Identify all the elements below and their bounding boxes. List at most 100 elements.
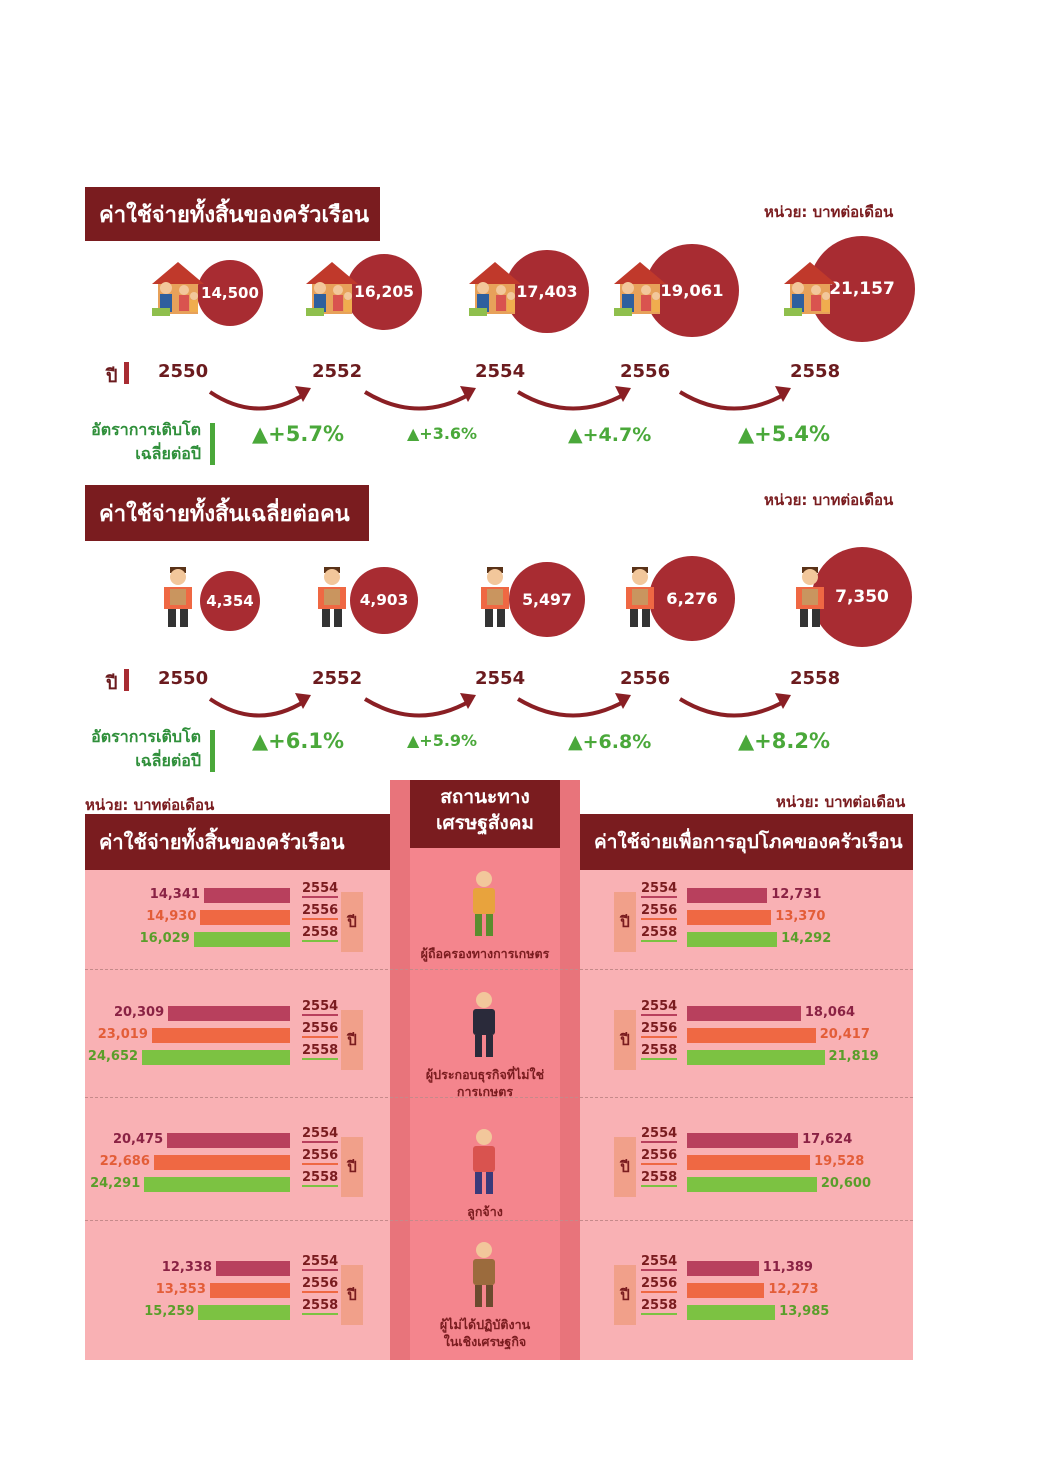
right-bar-2556 — [687, 1283, 765, 1298]
section2-value-bubble: 7,350 — [812, 547, 912, 647]
section1-growth-label-2: เฉลี่ยต่อปี — [135, 444, 201, 463]
left-bar-value: 15,259 — [144, 1304, 195, 1319]
left-bar-2554 — [203, 888, 290, 903]
section2-year-label: ปี — [106, 673, 118, 694]
section1-value-bubble: 16,205 — [345, 254, 423, 331]
left-bar-year: 2558 — [302, 1043, 339, 1060]
occupation-name-1: ผู้ถือครองทางการเกษตร — [420, 946, 550, 961]
right-year-label: ปี — [614, 1265, 636, 1325]
section1-year: 2558 — [790, 361, 841, 382]
person-groceries-icon — [481, 567, 509, 627]
employee-icon — [473, 1129, 495, 1194]
occupation-label: ลูกจ้าง — [410, 1203, 560, 1220]
left-bar-value: 12,338 — [161, 1260, 212, 1275]
right-bar-year: 2558 — [641, 1170, 678, 1187]
center-title-line1: สถานะทาง — [440, 786, 530, 808]
left-bar-year: 2554 — [302, 1254, 339, 1271]
left-bar-year: 2556 — [302, 1276, 339, 1293]
right-bar-value: 20,417 — [819, 1027, 870, 1042]
person-groceries-icon — [626, 567, 654, 627]
section1-year: 2554 — [475, 361, 526, 382]
section2-year: 2558 — [790, 668, 841, 689]
section1-value-bubble: 14,500 — [197, 260, 263, 327]
occupation-label: ผู้ประกอบธุรกิจที่ไม่ใช่ การเกษตร — [410, 1066, 560, 1100]
section2-growth-label-2: เฉลี่ยต่อปี — [135, 751, 201, 770]
left-bar-value: 24,652 — [87, 1049, 139, 1064]
section1-year: 2552 — [312, 361, 363, 382]
left-bar-value: 20,475 — [112, 1132, 164, 1147]
right-bar-value: 13,985 — [779, 1304, 830, 1319]
right-bar-value: 12,273 — [768, 1282, 819, 1297]
left-bar-2556 — [153, 1155, 290, 1170]
left-bar-value: 22,686 — [99, 1154, 150, 1169]
left-bar-value: 23,019 — [97, 1027, 148, 1042]
left-bar-year: 2558 — [302, 1298, 339, 1315]
left-bar-year: 2558 — [302, 925, 339, 942]
right-bar-year: 2554 — [641, 881, 678, 898]
section2-value-bubble: 4,354 — [200, 571, 260, 631]
section1-value-bubble: 19,061 — [645, 243, 739, 338]
right-bar-year: 2554 — [641, 999, 678, 1016]
occupation-name-2: การเกษตร — [456, 1084, 514, 1099]
left-bar-2558 — [198, 1305, 290, 1320]
section1-growth-bar — [210, 423, 215, 465]
right-bar-value: 20,600 — [820, 1176, 872, 1191]
section1-growth-rate: ▲+3.6% — [407, 424, 478, 443]
right-bar-value: 19,528 — [814, 1154, 865, 1169]
occupation-name-1: ผู้ไม่ได้ปฏิบัติงาน — [439, 1317, 531, 1332]
left-bar-value: 13,353 — [155, 1282, 206, 1297]
right-bar-2556 — [687, 1155, 811, 1170]
occupation-name-1: ลูกจ้าง — [467, 1204, 503, 1219]
section3-right-unit: หน่วย: บาทต่อเดือน — [776, 793, 906, 811]
family-house-icon — [306, 262, 358, 316]
right-bar-year: 2554 — [641, 1254, 678, 1271]
right-year-label: ปี — [614, 892, 636, 952]
left-bar-2556 — [151, 1028, 290, 1043]
section1-title: ค่าใช้จ่ายทั้งสิ้นของครัวเรือน — [85, 187, 380, 241]
right-bar-2554 — [687, 1133, 799, 1148]
right-bar-value: 21,819 — [828, 1049, 879, 1064]
left-year-label: ปี — [341, 892, 363, 952]
section2-year: 2554 — [475, 668, 526, 689]
section3-left-unit: หน่วย: บาทต่อเดือน — [85, 796, 215, 814]
left-bar-year: 2558 — [302, 1170, 339, 1187]
section2-value-bubble: 6,276 — [649, 555, 735, 642]
section1-year: 2556 — [620, 361, 671, 382]
right-bar-2556 — [687, 910, 772, 925]
occupation-name-2: ในเชิงเศรษฐกิจ — [443, 1334, 527, 1349]
right-bar-year: 2558 — [641, 1298, 678, 1315]
right-bar-year: 2556 — [641, 903, 678, 920]
section2-growth-bar — [210, 730, 215, 772]
right-year-label: ปี — [614, 1010, 636, 1070]
elderly-icon — [473, 1242, 495, 1307]
businessman-icon — [473, 992, 495, 1057]
right-bar-2556 — [687, 1028, 816, 1043]
row-separator — [85, 969, 913, 970]
section2-growth-rate: ▲+6.8% — [568, 731, 652, 753]
left-year-label: ปี — [341, 1010, 363, 1070]
family-house-icon — [469, 262, 521, 316]
section2-growth-label: อัตราการเติบโต เฉลี่ยต่อปี — [86, 725, 201, 773]
section1-unit: หน่วย: บาทต่อเดือน — [764, 203, 894, 221]
person-groceries-icon — [796, 567, 824, 627]
family-house-icon — [784, 262, 836, 316]
section1-growth-rate: ▲+5.7% — [252, 422, 344, 446]
section2-year-bar — [124, 669, 129, 691]
section1-value-bubble: 17,403 — [505, 249, 589, 334]
right-bar-value: 12,731 — [771, 887, 822, 902]
center-title-line2: เศรษฐสังคม — [436, 812, 534, 834]
section3-right-title: ค่าใช้จ่ายเพื่อการอุปโภคของครัวเรือน — [580, 814, 913, 870]
section2-growth-rate: ▲+8.2% — [738, 729, 830, 753]
section2-year: 2550 — [158, 668, 209, 689]
left-bar-year: 2556 — [302, 1148, 339, 1165]
family-house-icon — [614, 262, 666, 316]
left-bar-value: 14,930 — [146, 909, 197, 924]
left-bar-value: 20,309 — [113, 1005, 165, 1020]
right-bar-2554 — [687, 1006, 801, 1021]
right-bar-value: 17,624 — [802, 1132, 853, 1147]
section1-year: 2550 — [158, 361, 209, 382]
right-bar-year: 2556 — [641, 1276, 678, 1293]
person-groceries-icon — [164, 567, 192, 627]
left-bar-year: 2554 — [302, 999, 339, 1016]
right-bar-value: 13,370 — [775, 909, 826, 924]
